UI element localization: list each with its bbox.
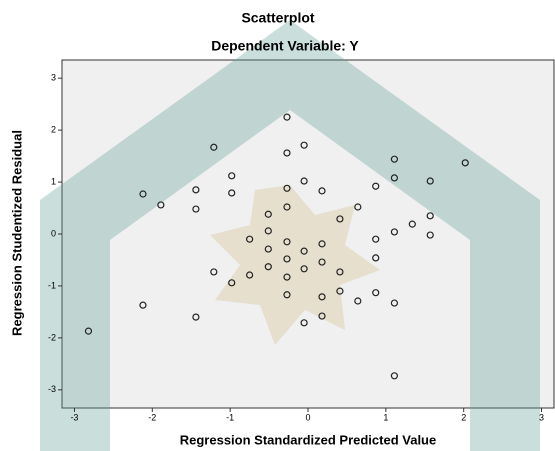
point: [283, 184, 291, 192]
watermark: [40, 20, 540, 451]
point: [390, 174, 399, 182]
point: [354, 203, 362, 211]
point: [318, 293, 326, 301]
point: [390, 299, 399, 307]
point: [157, 201, 165, 209]
y-tick-label: 2: [51, 124, 56, 134]
watermark-arch: [40, 20, 540, 451]
point: [246, 271, 254, 279]
y-tick-label: 3: [51, 73, 56, 83]
point: [264, 245, 272, 253]
point: [192, 186, 200, 194]
x-tick-label: -2: [148, 412, 156, 422]
point: [210, 143, 218, 151]
point: [372, 289, 380, 297]
point: [336, 287, 344, 295]
point: [318, 240, 326, 248]
point: [210, 268, 218, 276]
x-tick-label: -1: [226, 412, 234, 422]
point: [318, 312, 326, 320]
point: [318, 187, 326, 195]
point: [318, 258, 326, 266]
point: [139, 190, 147, 198]
point: [354, 297, 362, 305]
point: [426, 177, 434, 185]
point: [372, 235, 380, 243]
y-tick-label: -3: [48, 384, 56, 394]
chart-title: Scatterplot: [241, 10, 314, 26]
y-tick-label: -2: [48, 332, 56, 342]
point: [283, 203, 291, 211]
point: [336, 268, 344, 276]
watermark-star: [210, 185, 380, 345]
point: [426, 231, 434, 239]
y-tick-label: 0: [51, 228, 56, 238]
point: [372, 254, 380, 262]
point: [390, 372, 399, 380]
point: [84, 327, 93, 335]
point: [461, 159, 469, 167]
plot-area: [61, 59, 555, 409]
point: [283, 273, 291, 281]
x-axis-label: Regression Standardized Predicted Value: [180, 432, 436, 447]
x-tick-label: 0: [305, 412, 310, 422]
point: [408, 220, 416, 228]
point: [192, 313, 200, 321]
point: [300, 265, 308, 273]
x-tick-label: -3: [70, 412, 78, 422]
point: [246, 235, 254, 243]
point: [264, 263, 272, 271]
point: [300, 319, 308, 327]
point: [300, 247, 308, 255]
point: [426, 212, 434, 220]
point: [192, 205, 200, 213]
point: [283, 238, 291, 246]
point: [228, 172, 236, 180]
point: [390, 155, 399, 163]
point: [228, 279, 236, 287]
y-tick-label: -1: [48, 280, 56, 290]
point: [300, 177, 308, 185]
point: [283, 149, 291, 157]
point: [390, 228, 399, 236]
point: [264, 227, 272, 235]
point: [300, 141, 308, 149]
point: [228, 189, 236, 197]
point: [264, 210, 272, 218]
point: [283, 291, 291, 299]
x-tick-label: 2: [461, 412, 466, 422]
x-tick-label: 3: [539, 412, 544, 422]
x-tick-label: 1: [383, 412, 388, 422]
point: [283, 255, 291, 263]
point: [372, 182, 380, 190]
y-tick-label: 1: [51, 176, 56, 186]
point: [283, 113, 291, 121]
chart-subtitle: Dependent Variable: Y: [211, 38, 359, 54]
point: [336, 215, 344, 223]
point: [139, 301, 147, 309]
y-axis-label: Regression Studentized Residual: [9, 130, 24, 336]
